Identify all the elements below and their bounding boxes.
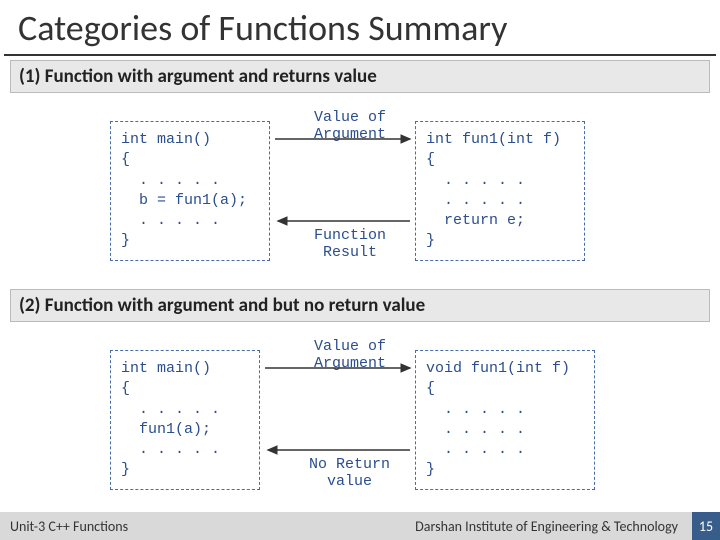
section2-diagram: int main() { . . . . . fun1(a); . . . . … — [10, 328, 710, 508]
section2-heading: (2) Function with argument and but no re… — [10, 289, 710, 322]
section1-heading: (1) Function with argument and returns v… — [10, 60, 710, 93]
footer-right: Darshan Institute of Engineering & Techn… — [415, 518, 684, 535]
section1-right-code: int fun1(int f) { . . . . . . . . . . re… — [415, 121, 585, 261]
section1-left-code: int main() { . . . . . b = fun1(a); . . … — [110, 121, 270, 261]
footer: Unit-3 C++ Functions Darshan Institute o… — [0, 512, 720, 540]
section1-label-bottom: Function Result — [300, 227, 400, 262]
page-number: 15 — [692, 512, 720, 540]
footer-left: Unit-3 C++ Functions — [0, 518, 128, 535]
slide-title: Categories of Functions Summary — [4, 0, 716, 56]
section2-left-code: int main() { . . . . . fun1(a); . . . . … — [110, 350, 260, 490]
section1-label-top: Value of Argument — [300, 109, 400, 144]
section2-label-top: Value of Argument — [300, 338, 400, 373]
section1-diagram: int main() { . . . . . b = fun1(a); . . … — [10, 99, 710, 279]
section2-right-code: void fun1(int f) { . . . . . . . . . . .… — [415, 350, 595, 490]
section2-label-bottom: No Return value — [292, 456, 407, 491]
